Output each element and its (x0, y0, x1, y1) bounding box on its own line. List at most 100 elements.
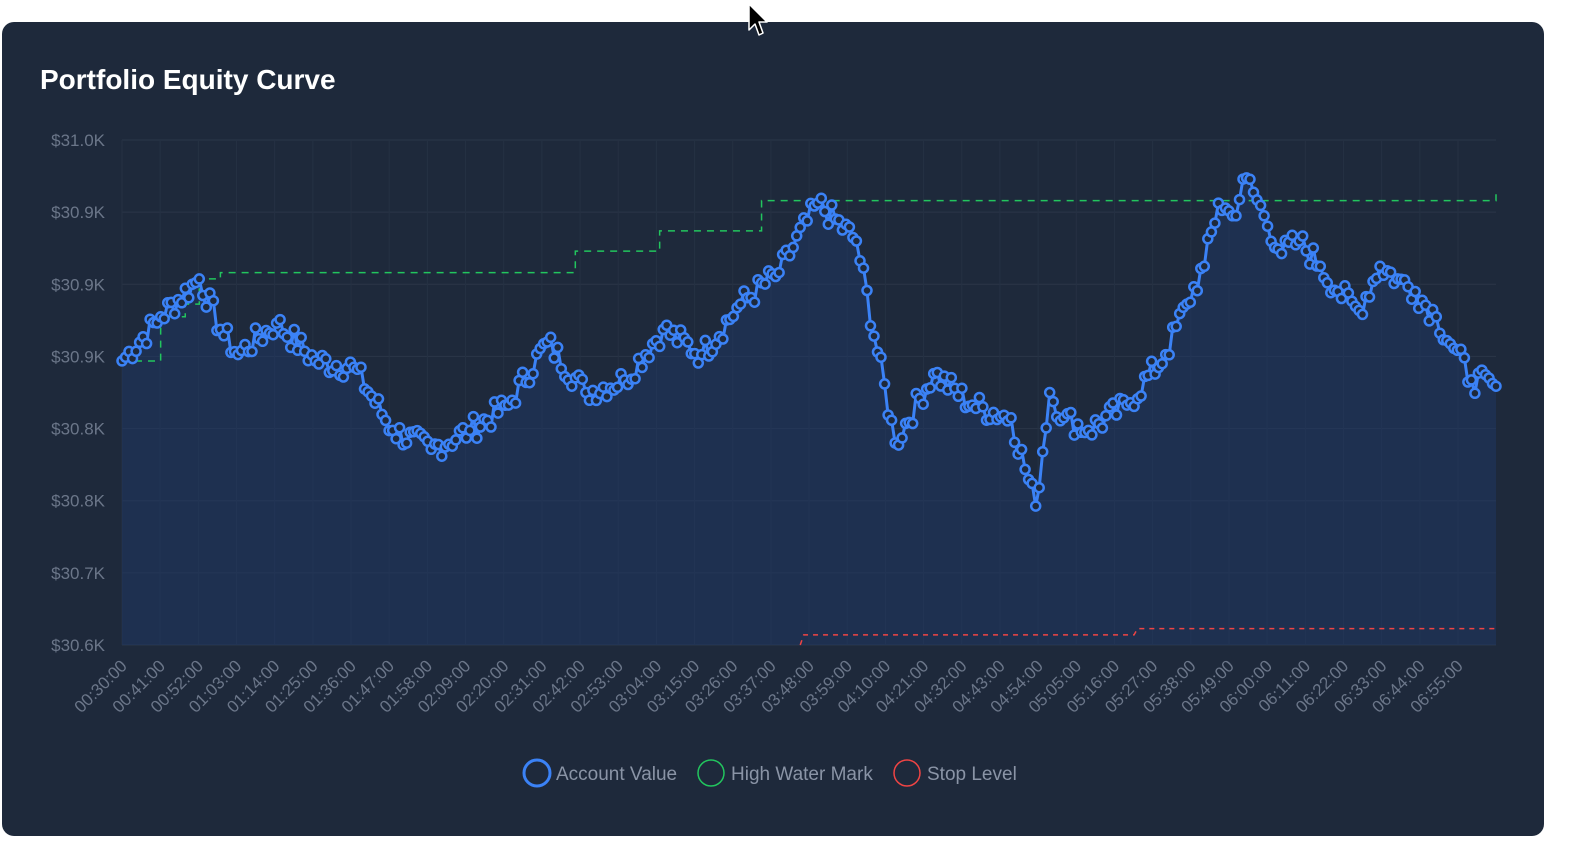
account-value-point[interactable] (875, 351, 887, 363)
account-value-point[interactable] (372, 393, 385, 405)
account-value-point[interactable] (246, 345, 258, 358)
account-value-point[interactable] (1156, 357, 1168, 370)
account-value-point[interactable] (523, 376, 536, 389)
legend[interactable]: Account Value High Water Mark Stop Level (522, 758, 1017, 788)
account-value-point[interactable] (1008, 436, 1021, 449)
account-value-point[interactable] (1335, 292, 1348, 305)
account-value-point[interactable] (390, 432, 402, 445)
account-value-point[interactable] (1465, 374, 1478, 386)
account-value-point[interactable] (748, 296, 761, 308)
account-value-point[interactable] (878, 378, 891, 390)
account-value-point[interactable] (885, 414, 898, 426)
account-value-point[interactable] (1261, 220, 1274, 232)
account-value-point[interactable] (653, 340, 666, 353)
account-value-point[interactable] (861, 284, 873, 297)
account-value-point[interactable] (826, 199, 838, 211)
account-value-point[interactable] (1198, 260, 1211, 273)
account-value-point[interactable] (1100, 409, 1112, 422)
account-value-point[interactable] (140, 337, 153, 350)
account-value-point[interactable] (1244, 173, 1256, 186)
account-value-point[interactable] (945, 371, 958, 384)
account-value-point[interactable] (1356, 308, 1369, 321)
account-value-point[interactable] (1036, 445, 1049, 458)
account-value-point[interactable] (193, 273, 206, 285)
account-value-point[interactable] (1286, 229, 1298, 242)
account-value-point[interactable] (1314, 260, 1327, 273)
account-value-point[interactable] (1307, 242, 1320, 254)
account-value-point[interactable] (436, 450, 448, 462)
account-value-point[interactable] (467, 410, 480, 423)
account-value-point[interactable] (1458, 352, 1471, 364)
account-value-point[interactable] (221, 322, 234, 334)
account-value-point[interactable] (1170, 320, 1182, 333)
account-value-point[interactable] (1409, 285, 1421, 298)
account-value-point[interactable] (1191, 284, 1204, 297)
account-value-point[interactable] (1321, 277, 1334, 289)
account-value-point[interactable] (843, 221, 856, 233)
account-value-point[interactable] (815, 192, 828, 204)
account-value-point[interactable] (857, 262, 870, 274)
account-value-point[interactable] (1230, 210, 1242, 222)
account-value-point[interactable] (1047, 395, 1059, 408)
account-value-point[interactable] (130, 345, 142, 358)
account-value-point[interactable] (492, 407, 504, 419)
account-value-point[interactable] (1110, 409, 1123, 421)
account-value-point[interactable] (355, 361, 367, 373)
account-value-point[interactable] (1043, 386, 1056, 399)
account-value-point[interactable] (850, 235, 863, 247)
account-value-point[interactable] (794, 221, 806, 234)
account-value-point[interactable] (629, 372, 641, 385)
account-value-point[interactable] (320, 353, 332, 365)
account-value-point[interactable] (509, 397, 522, 409)
account-value-point[interactable] (1086, 429, 1098, 441)
account-value-point[interactable] (330, 359, 343, 372)
account-value-point[interactable] (973, 391, 986, 404)
account-value-point[interactable] (864, 320, 877, 332)
account-value-point[interactable] (379, 414, 392, 427)
account-value-point[interactable] (682, 336, 694, 348)
account-value-point[interactable] (527, 367, 539, 380)
account-value-point[interactable] (400, 437, 413, 449)
account-value-point[interactable] (1065, 406, 1077, 419)
account-value-point[interactable] (1430, 311, 1443, 323)
account-value-point[interactable] (787, 241, 799, 254)
account-value-point[interactable] (1233, 193, 1246, 206)
account-value-point[interactable] (1275, 247, 1288, 260)
account-value-point[interactable] (868, 330, 880, 342)
account-value-point[interactable] (906, 417, 919, 430)
account-value-point[interactable] (288, 323, 300, 336)
account-value-point[interactable] (274, 313, 286, 326)
account-value-point[interactable] (773, 266, 785, 279)
legend-item-account-value[interactable]: Account Value (522, 758, 677, 788)
account-value-point[interactable] (734, 298, 747, 310)
account-value-point[interactable] (611, 381, 624, 394)
account-value-point[interactable] (1015, 443, 1028, 456)
account-value-point[interactable] (1254, 199, 1267, 212)
account-value-point[interactable] (924, 382, 936, 394)
account-value-point[interactable] (183, 292, 195, 304)
account-value-point[interactable] (1019, 463, 1031, 476)
account-value-point[interactable] (917, 398, 929, 410)
account-value-point[interactable] (759, 278, 771, 290)
account-value-point[interactable] (1096, 422, 1109, 434)
legend-item-stop-level[interactable]: Stop Level (893, 759, 1017, 787)
account-value-point[interactable] (544, 331, 557, 344)
account-value-point[interactable] (464, 424, 476, 437)
account-value-point[interactable] (1135, 390, 1147, 402)
account-value-point[interactable] (551, 341, 564, 354)
account-value-point[interactable] (1040, 422, 1052, 434)
account-value-point[interactable] (1296, 230, 1309, 242)
account-value-point[interactable] (717, 333, 729, 345)
account-value-point[interactable] (699, 334, 712, 347)
account-value-point[interactable] (801, 215, 813, 227)
account-value-point[interactable] (977, 401, 989, 413)
account-value-point[interactable] (485, 421, 497, 433)
account-value-point[interactable] (956, 382, 968, 394)
account-value-point[interactable] (1005, 412, 1017, 424)
account-value-point[interactable] (576, 373, 589, 385)
account-value-point[interactable] (1163, 349, 1175, 361)
legend-item-high-water-mark[interactable]: High Water Mark (697, 759, 873, 787)
account-value-point[interactable] (256, 335, 269, 348)
account-value-point[interactable] (281, 331, 293, 343)
account-value-point[interactable] (1490, 380, 1502, 392)
